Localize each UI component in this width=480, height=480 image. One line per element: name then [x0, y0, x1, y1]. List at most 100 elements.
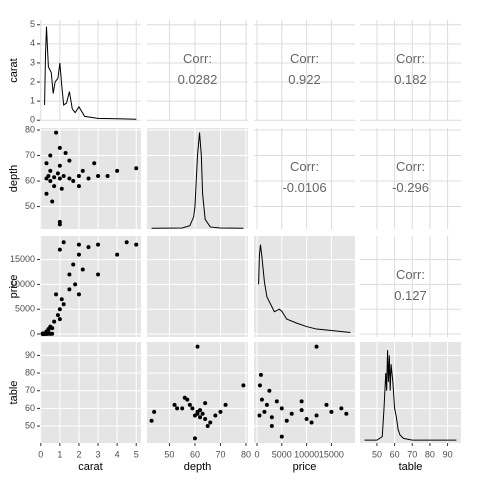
x-axis-title: carat	[78, 461, 102, 473]
point	[48, 168, 53, 173]
x-tick-label: 3	[96, 449, 101, 459]
point	[55, 171, 60, 176]
point	[203, 416, 208, 421]
point	[257, 413, 262, 418]
point	[134, 166, 139, 171]
point	[92, 161, 97, 166]
corr-value: 0.182	[394, 72, 427, 87]
panel	[254, 236, 355, 337]
point	[203, 401, 208, 406]
point	[80, 267, 85, 272]
point	[198, 408, 203, 413]
corr-label: Corr:	[396, 159, 425, 174]
point	[257, 383, 262, 388]
point	[86, 176, 91, 181]
corr-value: 0.0282	[178, 72, 218, 87]
point	[269, 415, 274, 420]
y-tick-label: 90	[25, 350, 35, 360]
point	[309, 420, 314, 425]
point	[314, 344, 319, 349]
point	[76, 252, 81, 257]
point	[52, 175, 57, 180]
x-tick-label: 60	[390, 449, 400, 459]
y-tick-label: 15000	[10, 254, 35, 264]
point	[61, 302, 66, 307]
point	[67, 287, 72, 292]
point	[48, 153, 53, 158]
y-tick-label: 60	[25, 175, 35, 185]
point	[46, 173, 51, 178]
point	[57, 145, 62, 150]
point	[86, 245, 91, 250]
point	[40, 331, 45, 336]
panel	[40, 342, 141, 443]
y-tick-label: 80	[25, 367, 35, 377]
point	[105, 173, 110, 178]
point	[44, 331, 49, 336]
point	[213, 413, 218, 418]
point	[262, 409, 267, 414]
point	[76, 173, 81, 178]
point	[50, 326, 55, 331]
y-tick-label: 50	[25, 420, 35, 430]
x-tick-label: 5000	[272, 449, 292, 459]
point	[59, 186, 64, 191]
point	[241, 383, 246, 388]
corr-value: 0.922	[288, 72, 321, 87]
y-tick-label: 60	[25, 403, 35, 413]
point	[182, 395, 187, 400]
x-tick-label: 0	[38, 449, 43, 459]
density-line	[258, 244, 351, 334]
point	[59, 297, 64, 302]
point	[71, 262, 76, 267]
x-tick-label: 2	[76, 449, 81, 459]
point	[80, 168, 85, 173]
corr-label: Corr:	[183, 51, 212, 66]
corr-value: 0.127	[394, 288, 427, 303]
density-line	[44, 26, 137, 120]
point	[48, 179, 53, 184]
panel	[40, 128, 141, 229]
y-tick-label: 1	[30, 96, 35, 106]
point	[264, 402, 269, 407]
point	[299, 408, 304, 413]
panel	[360, 236, 461, 337]
point	[279, 434, 284, 439]
y-tick-label: 70	[25, 150, 35, 160]
panel	[147, 342, 248, 443]
point	[195, 344, 200, 349]
point	[44, 161, 49, 166]
y-tick-label: 3	[30, 57, 35, 67]
panel	[360, 342, 461, 443]
point	[190, 406, 195, 411]
panel	[360, 20, 461, 121]
panel	[40, 236, 141, 337]
x-tick-label: 80	[241, 449, 251, 459]
point	[329, 409, 334, 414]
point	[200, 411, 205, 416]
point	[57, 163, 62, 168]
panel	[254, 20, 355, 121]
y-axis-title: depth	[8, 165, 20, 193]
y-tick-label: 10000	[10, 279, 35, 289]
point	[259, 397, 264, 402]
point	[198, 415, 203, 420]
point	[289, 411, 294, 416]
y-tick-label: 4	[30, 38, 35, 48]
point	[172, 402, 177, 407]
x-tick-label: 90	[443, 449, 453, 459]
point	[205, 424, 210, 429]
panel	[147, 20, 248, 121]
point	[63, 150, 68, 155]
point	[344, 411, 349, 416]
corr-label: Corr:	[290, 159, 319, 174]
point	[57, 176, 62, 181]
point	[76, 292, 81, 297]
x-axis-title: price	[293, 461, 317, 473]
point	[152, 409, 157, 414]
density-line	[364, 350, 457, 441]
point	[324, 402, 329, 407]
x-axis-title: table	[399, 461, 423, 473]
point	[192, 436, 197, 441]
